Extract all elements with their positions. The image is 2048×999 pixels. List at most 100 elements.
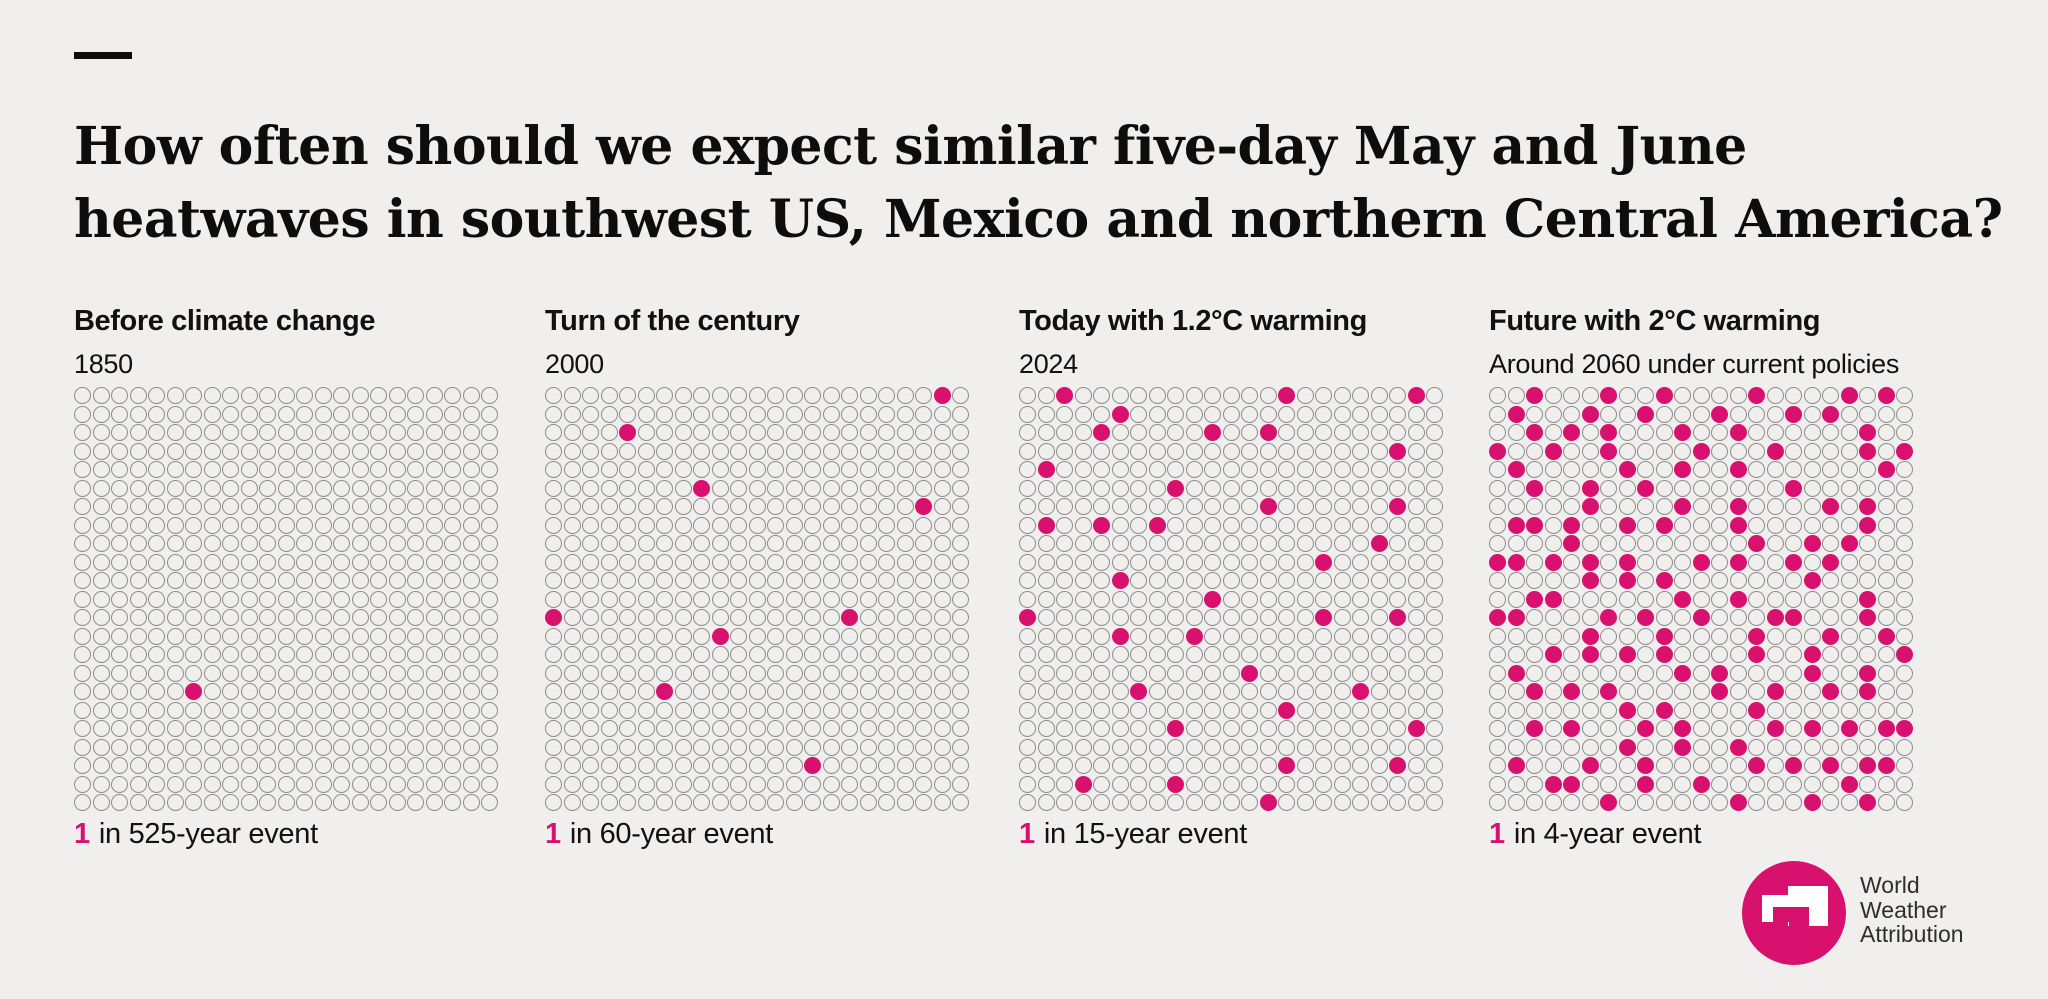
event-dot-empty xyxy=(1407,405,1425,423)
event-dot-empty xyxy=(1489,572,1506,589)
event-dot-empty xyxy=(1618,609,1636,626)
event-dot-empty xyxy=(656,627,673,645)
event-dot-empty xyxy=(1167,498,1184,515)
event-dot-filled xyxy=(1507,757,1525,774)
event-dot-filled xyxy=(1674,738,1691,756)
event-dot-empty xyxy=(1241,683,1258,700)
event-dot-empty xyxy=(1019,461,1036,478)
event-dot-empty xyxy=(859,757,877,774)
event-dot-empty xyxy=(1637,627,1654,645)
event-dot-empty xyxy=(1544,627,1562,645)
event-dot-empty xyxy=(1896,405,1913,423)
event-dot-empty xyxy=(111,498,128,515)
event-dot-empty xyxy=(481,405,498,423)
event-dot-empty xyxy=(600,794,618,811)
event-dot-empty xyxy=(1389,775,1406,793)
event-dot-empty xyxy=(314,738,332,756)
event-dot-empty xyxy=(1241,461,1258,478)
event-dot-empty xyxy=(804,442,821,460)
event-dot-empty xyxy=(1167,405,1184,423)
event-dot-empty xyxy=(711,498,729,515)
event-dot-empty xyxy=(748,516,766,534)
event-dot-empty xyxy=(1093,498,1110,515)
event-dot-empty xyxy=(370,794,387,811)
event-dot-empty xyxy=(277,683,295,700)
event-dot-empty xyxy=(748,646,766,663)
event-dot-filled xyxy=(1526,516,1543,534)
event-dot-empty xyxy=(1019,442,1036,460)
event-dot-empty xyxy=(1074,627,1092,645)
event-dot-empty xyxy=(767,794,784,811)
event-dot-empty xyxy=(1692,535,1710,552)
event-dot-empty xyxy=(148,553,165,571)
event-dot-empty xyxy=(1600,572,1617,589)
event-dot-empty xyxy=(637,794,655,811)
event-dot-empty xyxy=(1822,794,1839,811)
event-dot-empty xyxy=(1389,424,1406,441)
event-dot-empty xyxy=(1507,627,1525,645)
event-dot-empty xyxy=(1729,442,1747,460)
event-dot-empty xyxy=(1426,683,1443,700)
event-dot-empty xyxy=(111,590,128,608)
event-dot-empty xyxy=(1167,424,1184,441)
event-dot-empty xyxy=(637,609,655,626)
event-dot-empty xyxy=(203,757,221,774)
event-dot-empty xyxy=(1333,590,1351,608)
event-dot-empty xyxy=(1278,738,1295,756)
event-dot-empty xyxy=(1111,683,1129,700)
event-dot-empty xyxy=(444,683,461,700)
event-dot-empty xyxy=(1389,535,1406,552)
event-dot-empty xyxy=(1526,609,1543,626)
event-dot-filled xyxy=(1655,646,1673,663)
event-dot-empty xyxy=(1296,701,1314,719)
event-dot-empty xyxy=(1259,664,1277,682)
event-dot-empty xyxy=(1407,516,1425,534)
event-dot-filled xyxy=(1581,646,1599,663)
event-dot-empty xyxy=(841,757,858,774)
event-dot-filled xyxy=(841,609,858,626)
event-dot-filled xyxy=(1822,627,1839,645)
event-dot-empty xyxy=(822,720,840,737)
event-dot-empty xyxy=(1526,794,1543,811)
event-dot-empty xyxy=(1167,535,1184,552)
event-dot-empty xyxy=(1618,405,1636,423)
event-dot-empty xyxy=(1426,572,1443,589)
event-dot-empty xyxy=(222,757,239,774)
event-dot-empty xyxy=(166,535,184,552)
event-dot-empty xyxy=(1822,572,1839,589)
event-dot-empty xyxy=(656,701,673,719)
event-dot-empty xyxy=(563,572,581,589)
event-dot-empty xyxy=(1581,516,1599,534)
event-dot-empty xyxy=(222,627,239,645)
event-dot-empty xyxy=(148,479,165,497)
event-dot-empty xyxy=(222,664,239,682)
event-dot-empty xyxy=(240,516,258,534)
event-dot-empty xyxy=(748,609,766,626)
event-dot-empty xyxy=(1333,646,1351,663)
event-dot-empty xyxy=(711,424,729,441)
event-dot-empty xyxy=(1655,590,1673,608)
event-dot-empty xyxy=(1711,794,1728,811)
event-dot-empty xyxy=(1315,516,1332,534)
event-dot-empty xyxy=(545,479,562,497)
event-dot-empty xyxy=(333,664,350,682)
event-dot-empty xyxy=(933,757,951,774)
event-dot-empty xyxy=(481,442,498,460)
event-dot-empty xyxy=(1148,757,1166,774)
event-dot-empty xyxy=(674,757,692,774)
event-dot-empty xyxy=(1618,424,1636,441)
event-dot-filled xyxy=(1803,664,1821,682)
event-dot-empty xyxy=(1111,609,1129,626)
event-dot-empty xyxy=(370,572,387,589)
event-dot-empty xyxy=(1259,553,1277,571)
event-dot-empty xyxy=(259,535,276,552)
event-dot-empty xyxy=(1259,738,1277,756)
event-dot-empty xyxy=(693,683,710,700)
event-dot-empty xyxy=(859,498,877,515)
event-dot-empty xyxy=(370,683,387,700)
event-dot-empty xyxy=(1766,664,1784,682)
event-dot-empty xyxy=(1674,775,1691,793)
event-dot-empty xyxy=(1074,424,1092,441)
event-dot-empty xyxy=(878,572,895,589)
event-dot-empty xyxy=(785,461,803,478)
